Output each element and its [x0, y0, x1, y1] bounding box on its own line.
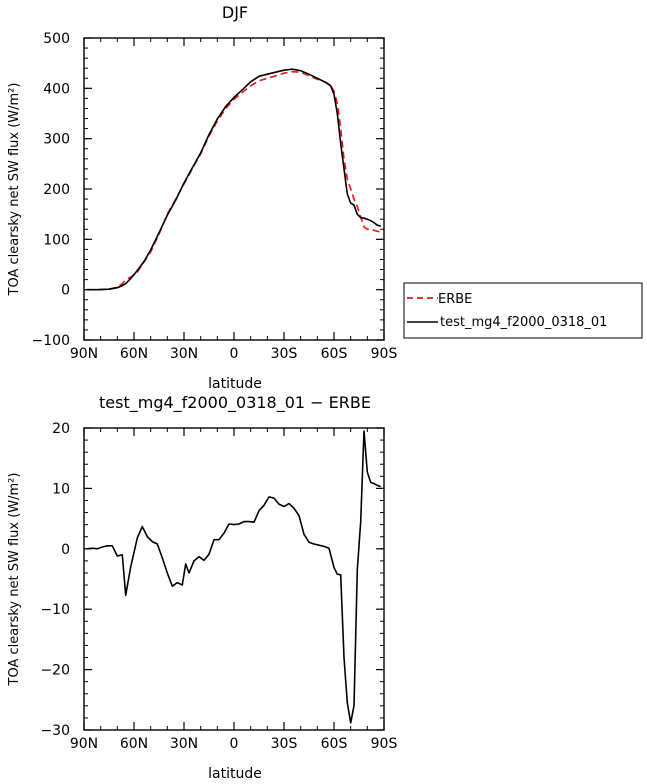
- bottom-ytick-label: −20: [40, 663, 70, 679]
- bottom-panel: test_mg4_f2000_0318_01 − ERBE 90N 60N 30N 0…: [7, 393, 397, 782]
- bottom-title: test_mg4_f2000_0318_01 − ERBE: [99, 393, 371, 413]
- bottom-ytick-label: −30: [40, 723, 70, 739]
- top-ytick-label: 500: [43, 31, 70, 47]
- bottom-series: [87, 430, 381, 724]
- top-xlabel: latitude: [208, 376, 262, 392]
- bottom-ytick-label: 10: [52, 481, 70, 497]
- top-xtick-label: 90S: [371, 346, 398, 362]
- bottom-xtick-label: 60S: [321, 736, 348, 752]
- top-xtick-label: 0: [230, 346, 239, 362]
- bottom-xlabel: latitude: [208, 766, 262, 782]
- bottom-ytick-label: 20: [52, 421, 70, 437]
- bottom-axes: 90N 60N 30N 0 30S 60S 90S −30 −20 −10 0 10 20: [40, 421, 397, 752]
- bottom-xtick-label: 0: [230, 736, 239, 752]
- legend-box: [403, 282, 643, 339]
- top-axes: 90N 60N 30N 0 30S 60S 90S −100 0 100 200 300 400 500: [32, 31, 398, 362]
- top-ytick-label: 300: [43, 132, 70, 148]
- top-ytick-label: 100: [43, 232, 70, 248]
- bottom-xtick-label: 90S: [371, 736, 398, 752]
- legend: ERBE test_mg4_f2000_0318_01: [403, 282, 643, 339]
- legend-model-label: test_mg4_f2000_0318_01: [440, 315, 607, 330]
- bottom-series-line-0: [87, 430, 381, 724]
- top-plot-frame: [83, 37, 385, 341]
- top-xtick-label: 60N: [120, 346, 148, 362]
- top-series-line-0: [87, 70, 381, 291]
- bottom-plot-frame: [83, 427, 385, 731]
- top-ytick-label: 400: [43, 81, 70, 97]
- top-ytick-label: −100: [32, 333, 70, 349]
- legend-erbe-label: ERBE: [438, 292, 472, 307]
- top-xtick-label: 30N: [170, 346, 198, 362]
- bottom-xtick-label: 30N: [170, 736, 198, 752]
- top-ylabel: TOA clearsky net SW flux (W/m²): [7, 83, 22, 297]
- bottom-xtick-label: 30S: [271, 736, 298, 752]
- top-title: DJF: [222, 3, 248, 22]
- top-series: [87, 68, 381, 291]
- bottom-ytick-label: −10: [40, 602, 70, 618]
- top-ytick-label: 200: [43, 182, 70, 198]
- top-ytick-label: 0: [61, 283, 70, 299]
- top-xtick-label: 90N: [70, 346, 98, 362]
- top-xtick-label: 30S: [271, 346, 298, 362]
- bottom-xtick-label: 90N: [70, 736, 98, 752]
- bottom-xtick-label: 60N: [120, 736, 148, 752]
- bottom-ytick-label: 0: [61, 542, 70, 558]
- top-panel: DJF 90N 60N 30N 0 30S 60S 90S −100 0 100 200 300 400…: [7, 3, 397, 392]
- top-xtick-label: 60S: [321, 346, 348, 362]
- top-series-line-1: [87, 68, 381, 291]
- bottom-ylabel: TOA clearsky net SW flux (W/m²): [7, 473, 22, 687]
